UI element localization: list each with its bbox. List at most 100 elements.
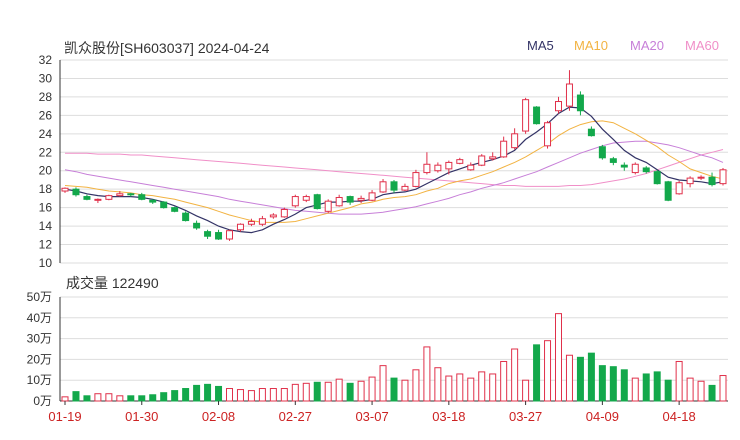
volume-bar-up	[434, 367, 442, 402]
candle-body-up	[467, 164, 475, 171]
volume-bar-down	[664, 379, 672, 402]
volume-bar-up	[269, 388, 277, 402]
candle-body-down	[83, 196, 91, 200]
legend-ma5: MA5	[527, 38, 554, 53]
candle-body-up	[456, 159, 464, 164]
volume-bar-up	[379, 365, 387, 402]
candle	[346, 195, 354, 205]
candle-body-up	[489, 156, 497, 160]
candle-body-up	[631, 163, 639, 174]
candle-body-down	[171, 207, 179, 212]
volume-bar-up	[686, 377, 694, 402]
candle	[61, 187, 69, 193]
ma60-line	[65, 149, 724, 187]
candle	[83, 194, 91, 201]
candle-body-down	[149, 199, 157, 203]
price-tick-label: 28	[39, 90, 53, 104]
volume-bar-down	[204, 383, 212, 402]
volume-bar-down	[313, 381, 321, 402]
candle	[215, 229, 223, 240]
candle	[500, 136, 508, 158]
candle-body-up	[226, 230, 233, 240]
volume-bar-up	[423, 346, 431, 402]
price-tick-label: 20	[39, 164, 53, 178]
volume-bar-up	[412, 369, 420, 402]
candle-body-up	[247, 220, 255, 225]
candle-body-up	[116, 193, 124, 197]
candle-body-down	[576, 94, 584, 112]
candle-body-up	[258, 218, 266, 225]
candle-body-up	[379, 181, 387, 193]
candle	[160, 201, 168, 209]
price-tick-label: 22	[39, 145, 53, 159]
candle	[664, 180, 672, 202]
volume-bar-up	[478, 371, 486, 402]
candle	[280, 207, 288, 218]
volume-bar-down	[390, 377, 398, 402]
volume-bar-down	[346, 382, 354, 402]
candle	[138, 192, 146, 201]
candle-body-up	[61, 187, 69, 192]
date-label: 03-18	[432, 409, 465, 424]
ma20-line	[64, 140, 724, 215]
candle-body-up	[555, 101, 562, 112]
date-label: 02-08	[202, 409, 235, 424]
volume-tick-label: 30万	[27, 332, 52, 346]
volume-bar-up	[61, 396, 69, 402]
volume-bar-down	[182, 388, 190, 402]
candle	[116, 191, 124, 197]
date-label: 01-19	[48, 409, 81, 424]
volume-bar-down	[620, 369, 628, 402]
candle-body-up	[511, 133, 519, 149]
candle	[182, 211, 190, 222]
ma5-line	[64, 106, 724, 234]
candle	[631, 162, 639, 175]
volume-bar-down	[576, 356, 584, 402]
candle	[302, 194, 310, 203]
candle	[313, 193, 321, 210]
candle	[467, 162, 475, 171]
price-tick-label: 24	[39, 127, 53, 141]
candle-body-up	[434, 164, 442, 172]
ma10-line	[64, 120, 724, 223]
price-tick-label: 10	[39, 256, 53, 270]
candle	[587, 126, 595, 137]
candle-body-down	[346, 196, 354, 203]
price-tick-label: 30	[39, 71, 53, 85]
volume-bar-up	[522, 379, 530, 402]
candle	[72, 187, 80, 197]
candle-body-up	[291, 196, 299, 207]
candle	[642, 166, 650, 174]
volume-bar-up	[357, 380, 365, 402]
candle-body-up	[236, 223, 244, 231]
candle	[544, 120, 552, 149]
candle-body-up	[94, 198, 102, 201]
date-label: 03-07	[355, 409, 388, 424]
candle	[127, 192, 135, 197]
candle	[291, 194, 299, 208]
candle	[368, 190, 376, 202]
volume-bar-up	[401, 379, 409, 402]
candle-body-down	[653, 171, 661, 185]
candle-body-up	[478, 155, 486, 166]
volume-bar-up	[94, 393, 102, 402]
candle	[149, 199, 157, 204]
candle	[247, 218, 255, 227]
volume-bar-up	[500, 360, 508, 402]
candle	[478, 154, 486, 167]
volume-tick-label: 0万	[33, 394, 52, 408]
candle-body-down	[182, 212, 190, 222]
candle	[379, 179, 387, 193]
volume-bar-down	[708, 384, 716, 402]
candle	[697, 175, 705, 180]
candle-body-up	[522, 99, 530, 132]
candle	[576, 91, 584, 116]
candle-body-up	[565, 83, 573, 107]
volume-bar-up	[116, 395, 124, 402]
candle	[598, 144, 606, 160]
candle-body-down	[642, 167, 650, 173]
candle-body-up	[412, 172, 420, 187]
volume-tick-label: 10万	[27, 373, 52, 387]
